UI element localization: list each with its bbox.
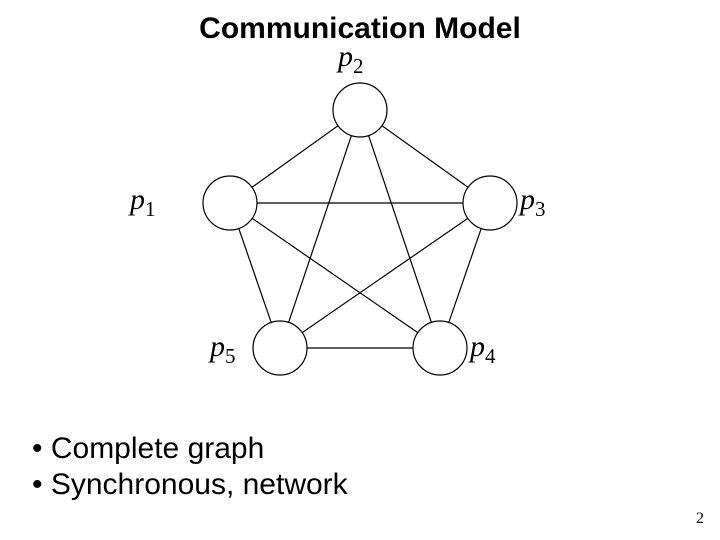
bullet-item: • Synchronous, network	[32, 468, 348, 502]
node-label-p1: p1	[130, 183, 156, 222]
node-p2	[333, 83, 387, 137]
edge-p3-p5	[302, 218, 468, 332]
node-p3	[463, 176, 517, 230]
graph-container: p1p2p3p4p5	[150, 68, 570, 398]
node-label-p5: p5	[210, 330, 236, 369]
edge-p2-p5	[289, 136, 352, 323]
node-p1	[203, 176, 257, 230]
node-label-p3: p3	[520, 183, 546, 222]
node-label-p2: p2	[338, 40, 364, 79]
node-label-p4: p4	[470, 330, 496, 369]
edge-p1-p5	[239, 229, 271, 323]
page-number: 2	[696, 510, 704, 528]
node-p4	[413, 321, 467, 375]
edge-p2-p4	[369, 136, 432, 323]
edge-p3-p4	[449, 229, 481, 323]
node-p5	[253, 321, 307, 375]
bullet-item: • Complete graph	[32, 432, 348, 466]
bullet-list: • Complete graph• Synchronous, network	[32, 432, 348, 504]
edge-p1-p4	[252, 218, 418, 332]
edge-p2-p3	[382, 126, 468, 188]
edge-p1-p2	[252, 126, 338, 188]
